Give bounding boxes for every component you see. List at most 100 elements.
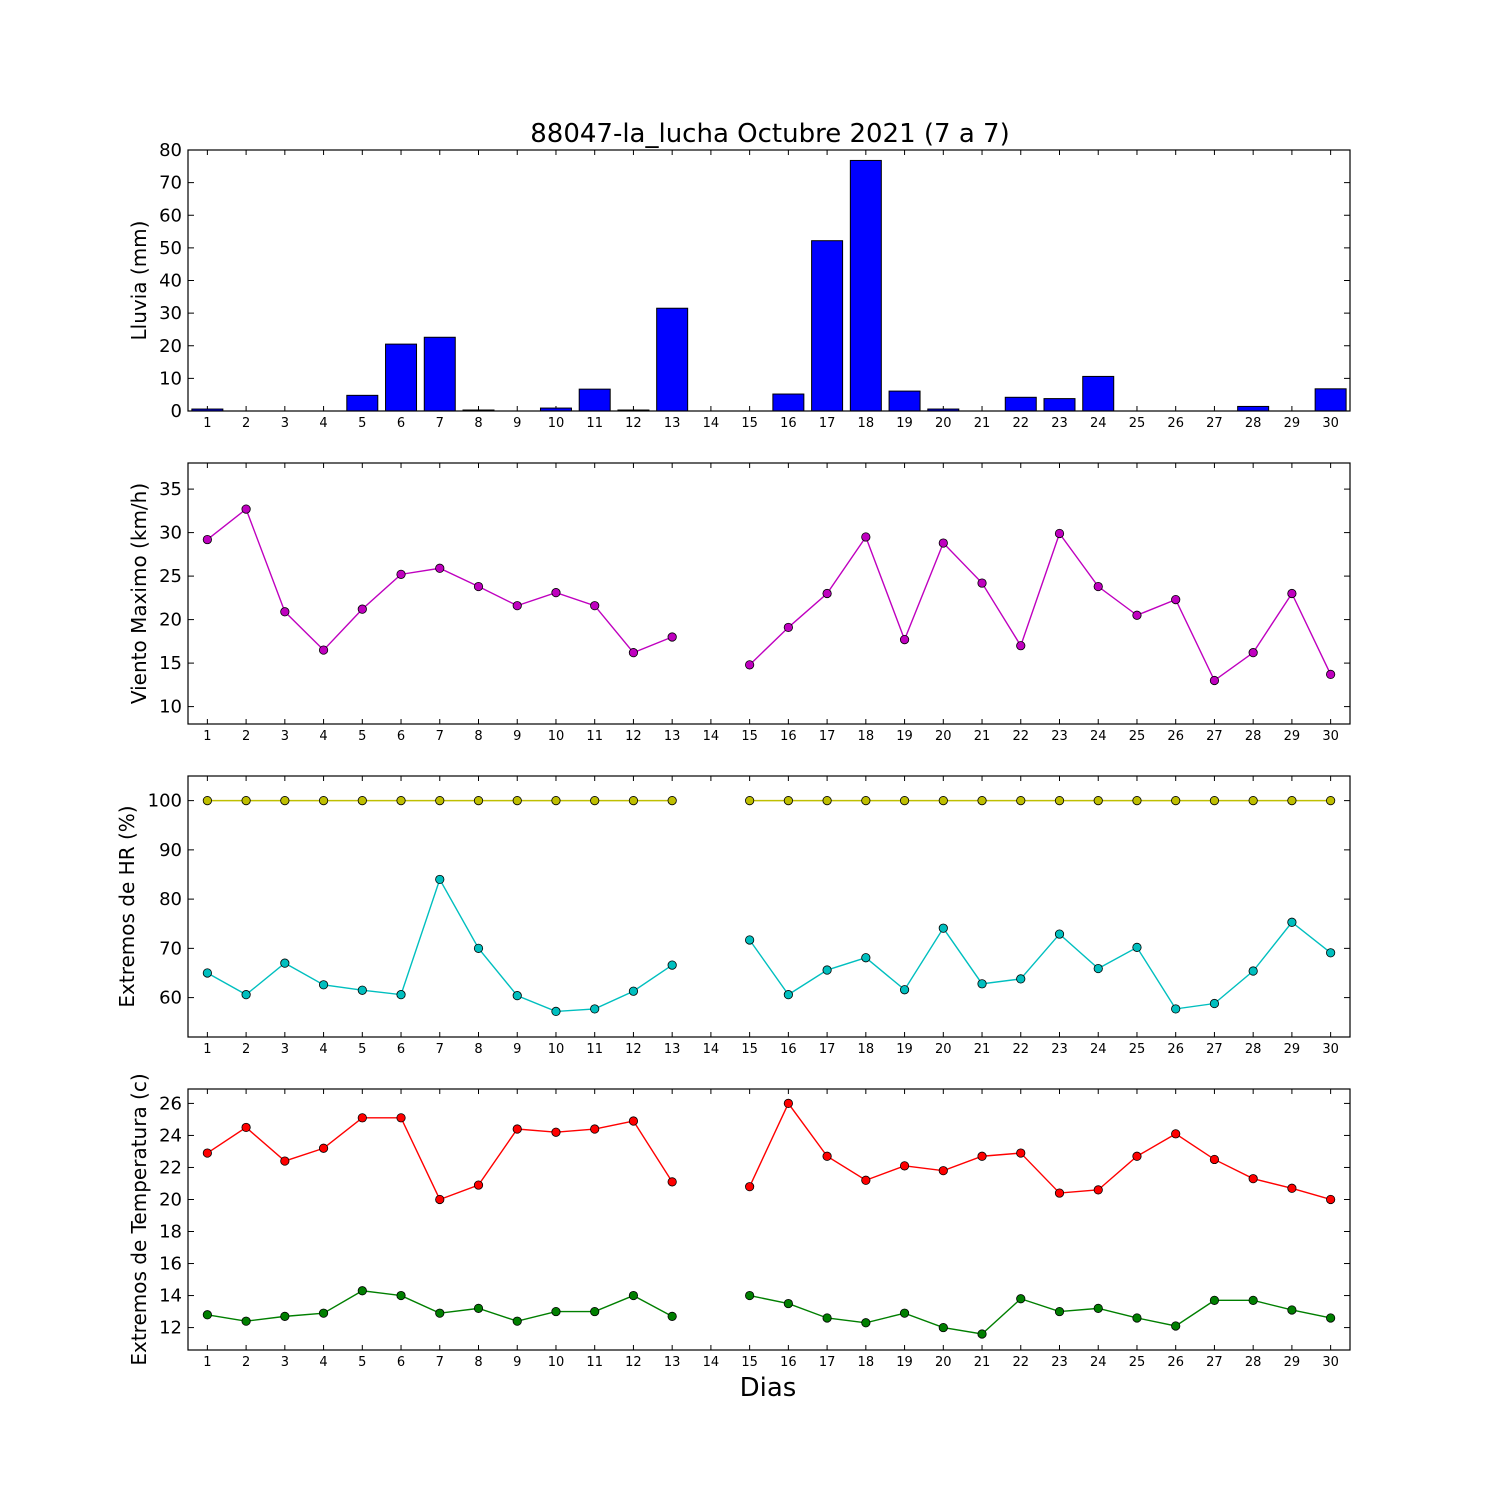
data-point bbox=[396, 569, 406, 579]
y-tick-label: 24 bbox=[159, 1125, 182, 1146]
x-tick-label: 25 bbox=[1129, 416, 1146, 431]
y-tick-label: 10 bbox=[159, 697, 182, 718]
data-point bbox=[1132, 1151, 1142, 1161]
series-line bbox=[748, 1102, 1331, 1201]
y-tick-label: 30 bbox=[159, 523, 182, 544]
y-tick-label: 80 bbox=[159, 140, 182, 161]
data-point bbox=[861, 953, 871, 963]
x-tick-label: 21 bbox=[974, 729, 991, 744]
data-point bbox=[783, 990, 793, 1000]
bar bbox=[811, 240, 844, 412]
data-point bbox=[938, 796, 948, 806]
data-point bbox=[1287, 1183, 1297, 1193]
data-point bbox=[1093, 796, 1103, 806]
data-point bbox=[861, 796, 871, 806]
x-tick-label: 10 bbox=[548, 1042, 565, 1057]
data-point bbox=[667, 632, 677, 642]
x-tick-label: 20 bbox=[935, 729, 952, 744]
x-tick-label: 3 bbox=[281, 416, 289, 431]
x-tick-label: 19 bbox=[896, 1042, 913, 1057]
x-tick-label: 30 bbox=[1322, 416, 1339, 431]
x-tick-label: 28 bbox=[1245, 416, 1262, 431]
bar bbox=[772, 393, 805, 412]
x-tick-label: 16 bbox=[780, 729, 797, 744]
y-tick-label: 80 bbox=[159, 889, 182, 910]
data-point bbox=[783, 622, 793, 633]
x-tick-label: 6 bbox=[397, 1042, 405, 1057]
bar bbox=[1004, 396, 1037, 412]
x-tick-label: 20 bbox=[935, 1042, 952, 1057]
data-point bbox=[280, 796, 290, 806]
x-tick-label: 26 bbox=[1167, 729, 1184, 744]
data-point bbox=[551, 1127, 561, 1137]
x-tick-label: 2 bbox=[242, 729, 250, 744]
data-point bbox=[473, 581, 484, 592]
data-point bbox=[590, 796, 600, 806]
data-point bbox=[977, 979, 987, 989]
data-point bbox=[1132, 942, 1142, 952]
data-point bbox=[1132, 610, 1142, 620]
bar bbox=[578, 388, 611, 412]
data-point bbox=[822, 796, 832, 806]
data-point bbox=[590, 1124, 600, 1134]
data-point bbox=[1016, 1148, 1026, 1158]
plot-frame bbox=[187, 775, 1351, 1038]
data-point bbox=[551, 588, 561, 598]
x-tick-label: 6 bbox=[397, 416, 405, 431]
series-line bbox=[749, 531, 1332, 682]
data-point bbox=[628, 1116, 639, 1126]
data-point bbox=[1248, 1174, 1258, 1184]
x-tick-label: 17 bbox=[819, 729, 836, 744]
y-tick-label: 18 bbox=[159, 1222, 182, 1243]
x-tick-label: 13 bbox=[664, 1355, 681, 1370]
y-tick-label: 60 bbox=[159, 205, 182, 226]
x-axis-label: Dias bbox=[740, 1373, 797, 1403]
data-point bbox=[318, 796, 329, 806]
data-point bbox=[745, 935, 755, 945]
data-point bbox=[899, 635, 910, 645]
data-point bbox=[1326, 669, 1336, 680]
y-tick-label: 0 bbox=[171, 401, 182, 422]
data-point bbox=[745, 796, 755, 806]
x-tick-label: 8 bbox=[474, 1042, 482, 1057]
data-point bbox=[628, 796, 639, 806]
x-tick-label: 5 bbox=[358, 1355, 366, 1370]
y-axis-label: Extremos de HR (%) bbox=[115, 805, 139, 1007]
data-point bbox=[512, 1316, 522, 1326]
y-tick-label: 30 bbox=[159, 303, 182, 324]
data-point bbox=[1016, 1294, 1026, 1304]
data-point bbox=[512, 1124, 522, 1134]
chart-title: 88047-la_lucha Octubre 2021 (7 a 7) bbox=[530, 119, 1010, 149]
data-point bbox=[745, 1290, 755, 1301]
series-line bbox=[207, 877, 673, 1013]
data-point bbox=[1287, 796, 1297, 806]
data-point bbox=[435, 1194, 445, 1205]
y-tick-label: 25 bbox=[159, 566, 182, 587]
bar bbox=[1237, 405, 1270, 412]
y-tick-label: 15 bbox=[159, 653, 182, 674]
x-tick-label: 11 bbox=[586, 1042, 603, 1057]
data-point bbox=[435, 1308, 445, 1318]
y-axis-label: Lluvia (mm) bbox=[127, 221, 151, 341]
data-point bbox=[1132, 796, 1142, 806]
y-axis-label: Extremos de Temperatura (c) bbox=[127, 1073, 151, 1365]
x-tick-label: 11 bbox=[586, 1355, 603, 1370]
x-tick-label: 15 bbox=[741, 1355, 758, 1370]
x-tick-label: 21 bbox=[974, 1355, 991, 1370]
series-line bbox=[206, 507, 673, 654]
x-tick-label: 24 bbox=[1090, 1042, 1107, 1057]
data-point bbox=[977, 1329, 987, 1339]
x-tick-label: 25 bbox=[1129, 1355, 1146, 1370]
x-tick-label: 25 bbox=[1129, 729, 1146, 744]
x-tick-label: 4 bbox=[319, 1042, 327, 1057]
data-point bbox=[899, 1161, 910, 1171]
data-point bbox=[396, 990, 406, 1000]
data-point bbox=[590, 601, 600, 611]
data-point bbox=[1054, 528, 1065, 539]
data-point bbox=[1248, 1295, 1258, 1305]
x-tick-label: 26 bbox=[1167, 1042, 1184, 1057]
x-tick-label: 19 bbox=[896, 1355, 913, 1370]
data-point bbox=[1054, 796, 1065, 806]
x-tick-label: 8 bbox=[474, 729, 482, 744]
